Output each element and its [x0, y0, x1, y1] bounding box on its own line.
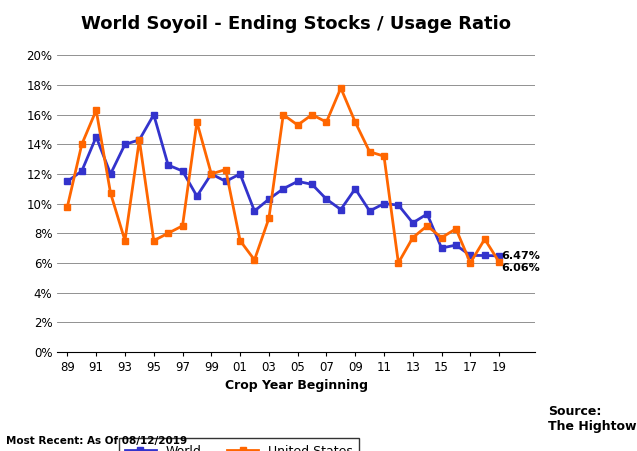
World	[107, 171, 115, 177]
United States	[222, 167, 229, 172]
United States	[352, 120, 359, 125]
World	[250, 208, 258, 214]
Text: 6.06%: 6.06%	[501, 263, 540, 273]
Legend: World, United States: World, United States	[118, 438, 359, 451]
United States	[280, 112, 287, 117]
United States	[424, 223, 431, 229]
United States	[394, 260, 402, 266]
Text: 6.47%: 6.47%	[501, 251, 540, 261]
United States	[107, 190, 115, 196]
World	[179, 168, 187, 174]
World	[352, 186, 359, 192]
World	[380, 201, 388, 206]
United States	[380, 153, 388, 159]
United States	[294, 122, 301, 128]
Text: Source:
The Hightower Report: Source: The Hightower Report	[548, 405, 637, 433]
World	[222, 179, 229, 184]
World	[150, 112, 157, 117]
United States	[250, 257, 258, 262]
World	[409, 220, 417, 226]
World	[208, 171, 215, 177]
World	[452, 242, 460, 248]
United States	[236, 238, 244, 244]
United States	[308, 112, 316, 117]
Line: United States: United States	[64, 85, 502, 266]
World	[64, 179, 71, 184]
United States	[179, 223, 187, 229]
World	[136, 137, 143, 143]
Title: World Soyoil - Ending Stocks / Usage Ratio: World Soyoil - Ending Stocks / Usage Rat…	[81, 15, 512, 33]
World	[193, 193, 201, 199]
World	[466, 253, 474, 258]
United States	[452, 226, 460, 231]
World	[394, 202, 402, 208]
World	[438, 245, 445, 251]
United States	[78, 142, 85, 147]
World	[236, 171, 244, 177]
United States	[265, 216, 273, 221]
World	[265, 197, 273, 202]
United States	[481, 236, 489, 242]
United States	[466, 260, 474, 266]
United States	[92, 107, 100, 113]
World	[308, 182, 316, 187]
Line: World: World	[64, 112, 502, 259]
World	[78, 168, 85, 174]
United States	[438, 235, 445, 240]
World	[92, 134, 100, 140]
World	[322, 197, 330, 202]
United States	[136, 137, 143, 143]
Text: Most Recent: As Of 08/12/2019: Most Recent: As Of 08/12/2019	[6, 437, 187, 446]
United States	[164, 230, 172, 236]
United States	[366, 149, 373, 154]
World	[294, 179, 301, 184]
World	[337, 207, 345, 212]
World	[481, 253, 489, 258]
X-axis label: Crop Year Beginning: Crop Year Beginning	[225, 379, 368, 392]
World	[496, 253, 503, 258]
World	[366, 208, 373, 214]
United States	[208, 171, 215, 177]
United States	[337, 85, 345, 91]
United States	[64, 204, 71, 209]
United States	[121, 238, 129, 244]
World	[424, 211, 431, 216]
World	[280, 186, 287, 192]
United States	[409, 235, 417, 240]
United States	[150, 238, 157, 244]
World	[164, 162, 172, 168]
United States	[496, 259, 503, 265]
World	[121, 142, 129, 147]
United States	[193, 120, 201, 125]
United States	[322, 120, 330, 125]
